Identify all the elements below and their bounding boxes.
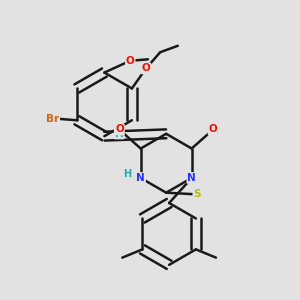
Text: H: H bbox=[123, 169, 132, 179]
Text: N: N bbox=[187, 173, 196, 183]
Text: Br: Br bbox=[46, 114, 59, 124]
Text: S: S bbox=[194, 189, 201, 199]
Text: H: H bbox=[115, 128, 124, 139]
Text: O: O bbox=[208, 124, 217, 134]
Text: O: O bbox=[126, 56, 135, 66]
Text: O: O bbox=[115, 124, 124, 134]
Text: O: O bbox=[142, 63, 150, 74]
Text: N: N bbox=[136, 173, 145, 183]
